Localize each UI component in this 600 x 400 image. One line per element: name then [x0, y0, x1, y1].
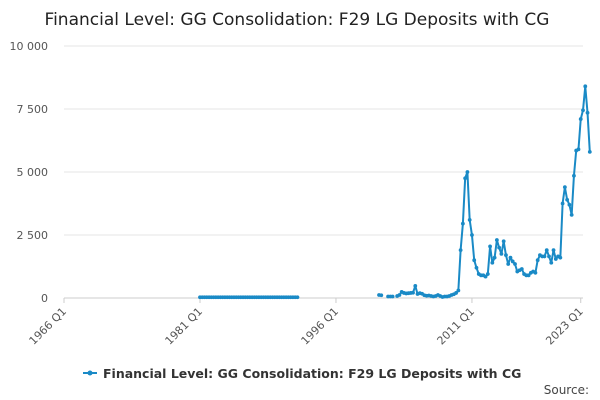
data-point[interactable]	[494, 238, 499, 242]
data-point[interactable]	[578, 117, 583, 121]
y-tick-labels: 0 2 500 5 000 7 500 10 000	[10, 40, 49, 305]
data-point[interactable]	[535, 258, 540, 263]
data-point[interactable]	[576, 147, 581, 152]
x-tick-label: 2023 Q1	[543, 305, 586, 348]
data-point[interactable]	[558, 255, 563, 260]
data-point[interactable]	[390, 294, 395, 299]
x-tick-labels: 1966 Q1 1981 Q1 1996 Q1 2011 Q1 2023 Q1	[27, 305, 586, 348]
legend-label: Financial Level: GG Consolidation: F29 L…	[103, 366, 521, 381]
data-point[interactable]	[485, 272, 490, 276]
data-point[interactable]	[551, 248, 556, 253]
source-label: Source:	[544, 383, 589, 397]
data-point[interactable]	[585, 110, 590, 115]
data-point[interactable]	[501, 239, 506, 244]
data-point[interactable]	[470, 233, 474, 237]
data-point[interactable]	[456, 288, 461, 293]
series-line	[396, 85, 591, 298]
data-point[interactable]	[508, 255, 513, 260]
chart-title: Financial Level: GG Consolidation: F29 L…	[45, 10, 550, 30]
data-point[interactable]	[547, 254, 551, 259]
data-point[interactable]	[295, 295, 300, 300]
data-point[interactable]	[544, 248, 549, 253]
data-point[interactable]	[460, 221, 465, 226]
legend-swatch-marker	[87, 370, 93, 376]
y-tick-label: 10 000	[10, 40, 49, 53]
data-point[interactable]	[510, 259, 515, 264]
data-point[interactable]	[488, 244, 492, 249]
data-point[interactable]	[567, 202, 572, 207]
data-point[interactable]	[549, 260, 554, 265]
y-tick-label: 0	[41, 292, 48, 305]
data-point[interactable]	[513, 262, 517, 266]
data-point[interactable]	[411, 290, 415, 295]
data-point[interactable]	[492, 255, 497, 260]
data-point[interactable]	[413, 284, 418, 288]
data-point[interactable]	[458, 248, 463, 253]
data-point[interactable]	[583, 84, 588, 89]
data-point[interactable]	[467, 217, 472, 222]
data-point[interactable]	[581, 108, 585, 113]
x-tick-label: 2011 Q1	[435, 305, 478, 348]
data-point[interactable]	[504, 253, 508, 258]
x-tick-label: 1981 Q1	[163, 305, 206, 348]
data-point[interactable]	[506, 262, 511, 266]
plot-area	[198, 84, 592, 300]
data-point[interactable]	[533, 270, 538, 275]
y-tick-label: 7 500	[17, 103, 49, 116]
data-point[interactable]	[499, 252, 504, 256]
data-point[interactable]	[397, 293, 402, 297]
data-point[interactable]	[542, 254, 547, 259]
data-point[interactable]	[490, 260, 495, 265]
data-point[interactable]	[497, 245, 502, 250]
data-point[interactable]	[565, 197, 570, 202]
data-point[interactable]	[587, 149, 592, 154]
data-point[interactable]	[463, 176, 468, 181]
data-point[interactable]	[474, 265, 479, 270]
data-point[interactable]	[526, 273, 531, 278]
data-point[interactable]	[465, 170, 470, 174]
data-point[interactable]	[569, 212, 574, 217]
data-point[interactable]	[472, 258, 477, 263]
grid	[63, 45, 583, 303]
x-tick-label: 1966 Q1	[27, 305, 70, 348]
x-tick-label: 1996 Q1	[299, 305, 342, 348]
y-tick-label: 2 500	[17, 229, 49, 242]
data-point[interactable]	[560, 201, 565, 206]
data-point[interactable]	[553, 257, 558, 261]
data-point[interactable]	[379, 293, 384, 298]
data-point[interactable]	[519, 267, 524, 271]
y-tick-label: 5 000	[17, 166, 49, 179]
data-point[interactable]	[562, 185, 567, 190]
data-point[interactable]	[572, 173, 576, 178]
legend[interactable]: Financial Level: GG Consolidation: F29 L…	[83, 366, 521, 381]
data-point[interactable]	[483, 274, 488, 279]
data-point[interactable]	[454, 291, 458, 295]
